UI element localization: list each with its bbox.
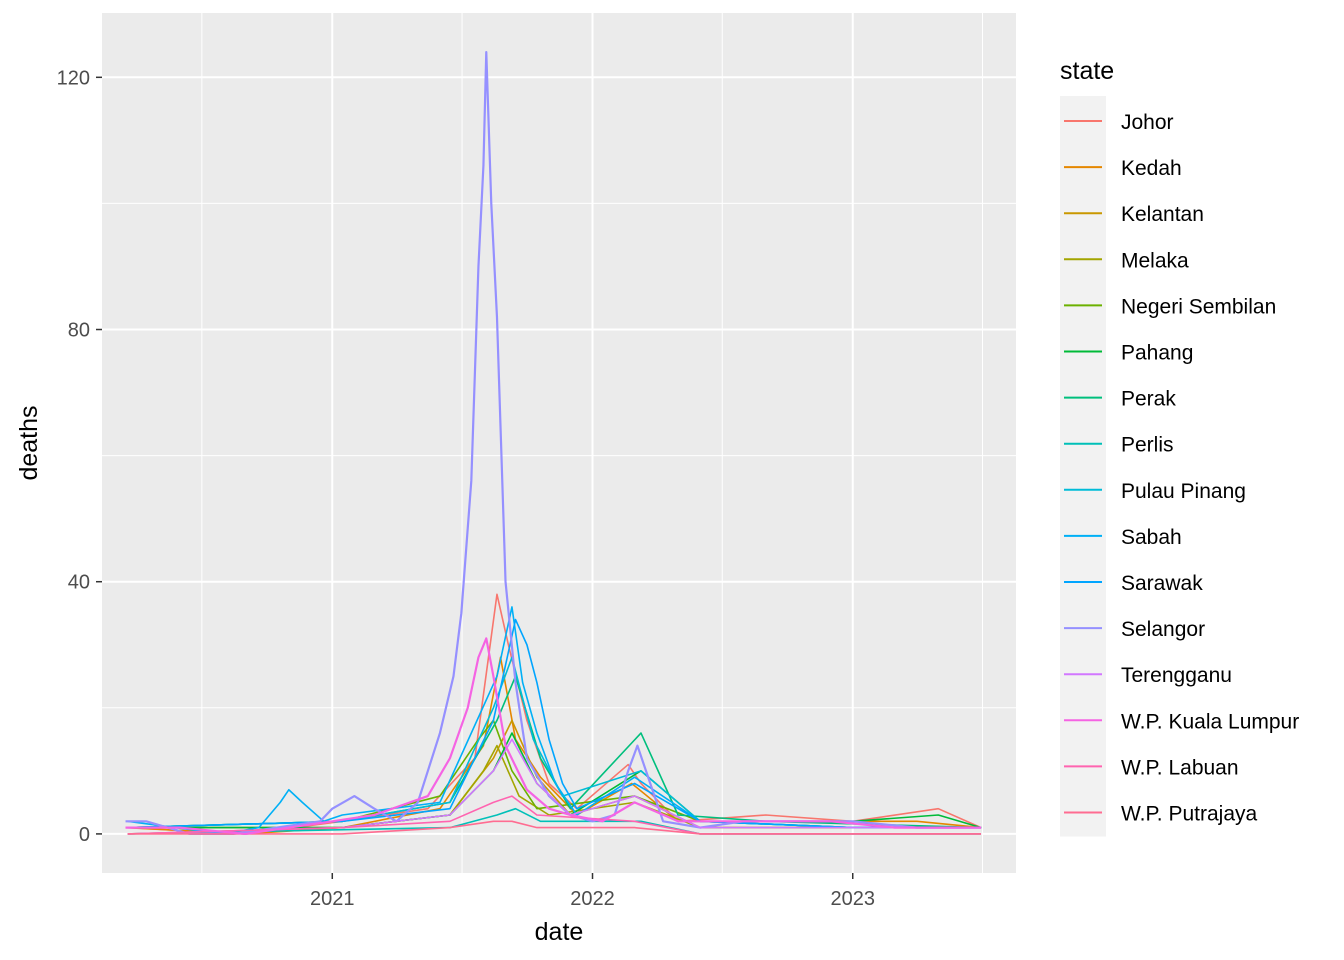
y-axis: 0 40 80 120 (57, 67, 102, 846)
legend-keys-background (1060, 96, 1106, 837)
legend-label: Selangor (1121, 618, 1205, 641)
x-axis: 2021 2022 2023 (310, 873, 875, 910)
series-line-johor (125, 593, 982, 835)
y-tick-label: 0 (79, 824, 90, 846)
series-line-sarawak (127, 618, 982, 829)
legend-label: Terengganu (1121, 664, 1232, 687)
legend-label: W.P. Putrajaya (1121, 803, 1258, 826)
series-line-w-p-kuala-lumpur (125, 637, 982, 836)
minor-gridlines (102, 13, 1016, 873)
legend-label: Negeri Sembilan (1121, 295, 1276, 318)
x-tick-label: 2022 (570, 888, 615, 910)
legend-label: Pahang (1121, 342, 1193, 365)
series-lines (125, 50, 982, 836)
y-tick-label: 120 (57, 67, 90, 89)
x-tick-label: 2023 (830, 888, 875, 910)
legend-label: W.P. Labuan (1121, 756, 1239, 779)
series-line-terengganu (127, 738, 982, 835)
y-axis-title: deaths (15, 405, 43, 480)
legend-label: Kedah (1121, 157, 1182, 180)
y-tick-label: 40 (68, 572, 90, 594)
legend-label: W.P. Kuala Lumpur (1121, 710, 1299, 733)
legend-label: Perlis (1121, 434, 1174, 457)
legend-label: Perak (1121, 388, 1176, 411)
major-gridlines (102, 13, 1016, 873)
legend-label: Melaka (1121, 249, 1189, 272)
legend-label: Sarawak (1121, 572, 1203, 595)
series-line-w-p-labuan (127, 795, 982, 835)
x-tick-label: 2021 (310, 888, 355, 910)
series-line-sabah (127, 606, 982, 835)
legend-label: Sabah (1121, 526, 1182, 549)
legend-label: Johor (1121, 111, 1174, 134)
series-line-w-p-putrajaya (127, 820, 982, 835)
legend-items: Johor Kedah Kelantan Melaka Negeri Sembilan P… (1064, 111, 1299, 826)
legend-label: Pulau Pinang (1121, 480, 1246, 503)
legend-label: Kelantan (1121, 203, 1204, 226)
plot-panel (102, 13, 1016, 873)
legend: state Johor Kedah Kelantan Melaka Negeri Sem… (1060, 57, 1299, 837)
legend-title: state (1060, 57, 1114, 85)
x-axis-title: date (535, 918, 584, 946)
y-tick-label: 80 (68, 320, 90, 342)
